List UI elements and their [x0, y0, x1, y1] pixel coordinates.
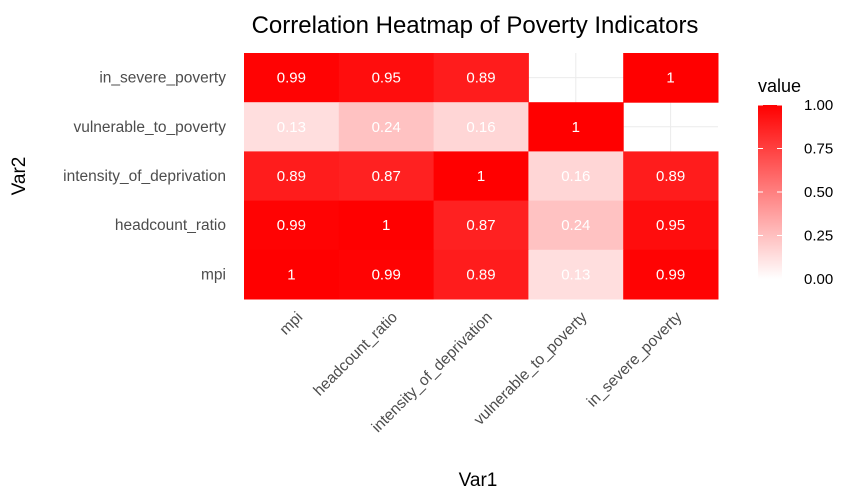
cell-value-label: 1: [477, 168, 485, 185]
x-axis-title: Var1: [459, 470, 498, 491]
cell-value-label: 0.99: [277, 70, 306, 87]
y-tick-label: headcount_ratio: [115, 217, 226, 234]
cell-value-label: 0.95: [372, 70, 401, 87]
y-tick-label: in_severe_poverty: [99, 70, 226, 87]
heatmap-cell: [244, 102, 340, 152]
heatmap-cell: [433, 200, 529, 251]
y-tick-label: vulnerable_to_poverty: [73, 119, 226, 136]
heatmap-cell: [244, 151, 340, 202]
cell-value-label: 0.89: [277, 168, 306, 185]
heatmap-cell: [623, 200, 719, 251]
legend-tick-label: 0.00: [804, 271, 833, 288]
heatmap-cell: [338, 53, 435, 103]
legend-tick-label: 0.75: [804, 141, 833, 158]
heatmap-cell: [528, 200, 624, 251]
heatmap-cell: [623, 151, 719, 202]
legend-tick-label: 0.25: [804, 228, 833, 245]
legend-tick-label: 1.00: [804, 97, 833, 114]
cell-value-label: 1: [287, 266, 295, 283]
cell-value-label: 0.87: [372, 168, 401, 185]
y-axis-tick-labels: mpi headcount_ratio intensity_of_deprivati…: [63, 70, 226, 284]
cell-value-label: 0.99: [656, 266, 685, 283]
heatmap-cell: [528, 249, 624, 300]
cell-value-label: 0.13: [561, 266, 590, 283]
heatmap-cell: [433, 102, 529, 152]
cell-value-label: 0.89: [466, 266, 495, 283]
heatmap-cell: [244, 249, 340, 300]
legend-title: value: [758, 76, 801, 96]
heatmap-cell: [433, 249, 529, 300]
color-legend: value 0.00 0.25 0.50 0.75 1.00: [758, 76, 833, 288]
cell-value-label: 1: [572, 119, 580, 136]
heatmap-cell-labels: 0.99 0.95 0.89 1 0.13 0.24 0.16 1 0.89 0.87 1 0.16 0…: [277, 70, 685, 284]
y-axis-title: Var2: [9, 157, 30, 196]
cell-value-label: 0.16: [466, 119, 495, 136]
heatmap-cell: [338, 151, 435, 202]
heatmap-cell: [528, 151, 624, 202]
cell-value-label: 0.89: [656, 168, 685, 185]
cell-value-label: 0.99: [372, 266, 401, 283]
cell-value-label: 0.13: [277, 119, 306, 136]
heatmap-cell: [623, 53, 719, 103]
y-tick-label: intensity_of_deprivation: [63, 168, 226, 185]
heatmap-cell: [244, 200, 340, 251]
y-tick-label: mpi: [201, 266, 226, 283]
heatmap-cell: [433, 151, 529, 202]
x-tick-label: in_severe_poverty: [584, 309, 686, 411]
heatmap-cell: [244, 53, 340, 103]
cell-value-label: 0.16: [561, 168, 590, 185]
heatmap-cell: [433, 53, 529, 103]
cell-value-label: 0.87: [466, 217, 495, 234]
heatmap-cell: [338, 102, 435, 152]
x-axis-tick-labels: mpi headcount_ratiointensity_of_deprivati…: [277, 309, 686, 436]
cell-value-label: 0.24: [561, 217, 590, 234]
cell-value-label: 0.99: [277, 217, 306, 234]
x-tick-label: headcount_ratio: [310, 309, 401, 400]
legend-ticks: 0.00 0.25 0.50 0.75 1.00: [758, 97, 833, 288]
legend-tick-label: 0.50: [804, 184, 833, 201]
heatmap-cells: [244, 53, 719, 300]
chart-title: Correlation Heatmap of Poverty Indicator…: [252, 12, 699, 39]
cell-value-label: 1: [666, 70, 674, 87]
cell-value-label: 0.89: [466, 70, 495, 87]
cell-value-label: 1: [382, 217, 390, 234]
heatmap-cell: [338, 200, 435, 251]
cell-value-label: 0.24: [372, 119, 401, 136]
x-tick-label: mpi: [277, 309, 307, 339]
cell-value-label: 0.95: [656, 217, 685, 234]
heatmap-cell: [528, 102, 624, 152]
heatmap-cell: [338, 249, 435, 300]
heatmap-cell: [623, 249, 719, 300]
